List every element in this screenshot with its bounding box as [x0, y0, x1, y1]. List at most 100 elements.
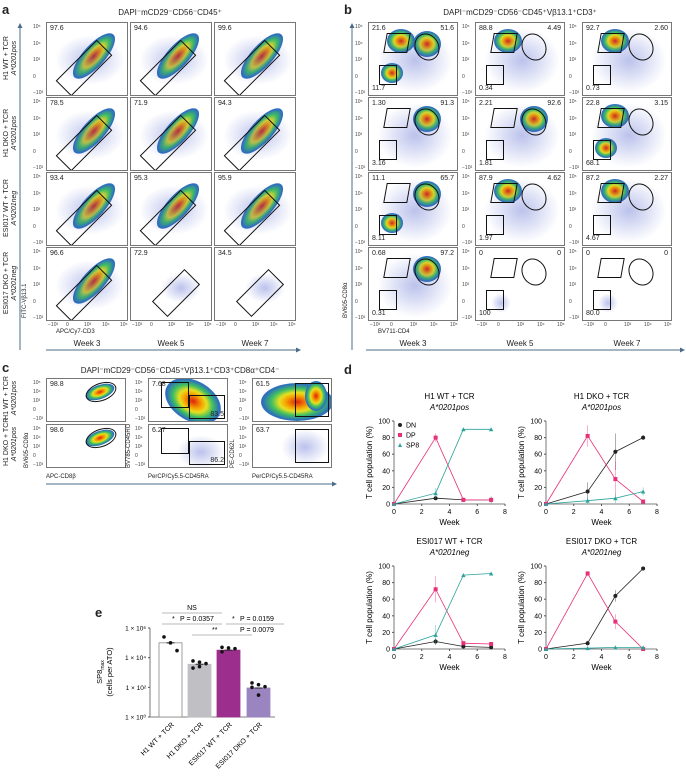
flow-plot: 2.21 92.6 1.81	[475, 97, 565, 171]
y-tick-label: 10⁵	[33, 380, 41, 386]
y-tick-label: 60	[382, 452, 390, 459]
y-tick-label: 10⁴	[569, 115, 577, 122]
y-tick-label: −10³	[239, 462, 250, 468]
x-tick-label: 10⁵	[557, 322, 565, 328]
bar	[246, 687, 271, 718]
y-tick-label: 40	[534, 468, 542, 475]
y-tick-label: 0	[386, 502, 390, 509]
gate-percentage: 95.3	[134, 175, 148, 182]
x-tick-label: 10⁵	[288, 322, 296, 328]
y-tick-label: 0	[239, 407, 242, 413]
x-tick-label: 0	[604, 322, 607, 328]
chart-title: ESI017 DKO + TCR	[566, 537, 637, 546]
x-axis-label: APC/Cy7-CD3	[56, 329, 95, 335]
x-tick-label: 0	[392, 509, 396, 516]
y-tick-label: 10⁵	[462, 24, 470, 30]
x-tick-label: −10³	[132, 322, 143, 328]
chart-title: H1 DKO + TCR	[574, 392, 629, 401]
x-tick-label: 0	[544, 509, 548, 516]
flow-plot: 96.6	[46, 247, 128, 321]
gate-percentage: 63.7	[256, 427, 270, 434]
flow-plot: 93.4	[46, 172, 128, 246]
dn-percentage: 4.67	[586, 235, 600, 242]
sp8-percentage: 0	[479, 250, 483, 257]
y-tick-label: −10³	[462, 240, 473, 246]
flow-plot: 95.3	[130, 172, 212, 246]
scatter-cloud	[223, 110, 293, 160]
x-tick-label: −10³	[370, 322, 381, 328]
gate-percentage: 61.5	[256, 381, 270, 388]
y-tick-label: −10³	[462, 90, 473, 96]
y-tick-label: 0	[355, 148, 358, 155]
y-tick-label: 80	[382, 435, 390, 442]
week-label: Week 5	[506, 339, 534, 348]
panel-label-d: d	[344, 362, 352, 377]
gate-percentage: 72.9	[134, 250, 148, 257]
series-line-DP	[545, 435, 644, 505]
y-tick-label: 10⁵	[462, 99, 470, 105]
x-tick-label: 4	[448, 509, 452, 516]
y-tick-label: 80	[534, 435, 542, 442]
y-tick-label: 60	[382, 597, 390, 604]
data-point	[233, 646, 237, 651]
x-tick-label: 10⁴	[270, 322, 278, 328]
scatter-cloud	[161, 273, 201, 303]
density-cluster	[413, 106, 441, 132]
gate-cd45ra	[189, 395, 225, 419]
data-point	[613, 619, 618, 624]
scatter-cloud	[55, 110, 125, 160]
gate-dn	[593, 215, 611, 235]
y-tick-label: 10⁵	[33, 249, 41, 255]
flow-plot: 1.30 91.3 3.16	[368, 97, 458, 171]
x-tick-label: −10³	[584, 322, 595, 328]
x-tick-label: 10⁵	[204, 322, 212, 328]
series-line-SP8	[545, 646, 644, 650]
scatter-cloud	[139, 110, 209, 160]
gate-dn	[486, 290, 504, 310]
scatter-cloud	[491, 293, 511, 313]
gate-dn	[593, 290, 611, 310]
y-tick-label: 10⁴	[355, 265, 363, 272]
flow-plot: 7.68 83.5	[148, 378, 228, 422]
y-tick-label: −10³	[239, 416, 250, 422]
sp8-percentage: 87.9	[479, 175, 493, 182]
data-point	[641, 566, 646, 571]
scatter-cloud	[377, 28, 453, 93]
y-tick-label: 0	[33, 148, 36, 155]
y-tick-label: −10³	[355, 240, 366, 246]
y-tick-label: 10⁵	[462, 174, 470, 180]
gate-dn	[379, 140, 397, 160]
flow-plot: 22.8 3.15 68.1	[582, 97, 672, 171]
y-tick-label: 10⁵	[33, 24, 41, 30]
gate-dn	[486, 65, 504, 85]
y-tick-label: 0	[538, 502, 542, 509]
legend-label: SP8	[406, 443, 419, 450]
sp8-percentage: 1.30	[372, 100, 386, 107]
scatter-cloud	[484, 178, 560, 243]
y-tick-label: 10⁵	[355, 99, 363, 105]
y-tick-label: −10³	[355, 315, 366, 321]
data-point	[256, 682, 261, 687]
y-tick-label: 100	[378, 419, 390, 426]
x-tick-label: 8	[503, 654, 507, 661]
sp8-percentage: 92.7	[586, 25, 600, 32]
scatter-cloud	[598, 293, 618, 313]
y-tick-label: −10³	[33, 165, 44, 171]
y-tick-label: 10³	[355, 282, 363, 288]
data-point	[191, 666, 195, 670]
data-point	[641, 499, 646, 504]
x-tick-label: 10³	[84, 322, 92, 328]
bar	[216, 649, 241, 718]
chart-subtitle: A*0201neg	[429, 548, 470, 557]
x-tick-label: 8	[503, 509, 507, 516]
flow-plot: 92.7 2.60 0.73	[582, 22, 672, 96]
dp-percentage: 4.62	[547, 175, 561, 182]
y-tick-label: 10³	[355, 207, 363, 213]
scatter-cloud	[55, 260, 125, 310]
x-tick-label: 8	[655, 509, 659, 516]
y-tick-label: 0	[135, 407, 138, 413]
x-tick-label: 10⁴	[644, 322, 652, 328]
y-tick-label: 10³	[462, 282, 470, 288]
x-tick-label: 4	[600, 509, 604, 516]
y-tick-label: 10³	[33, 132, 41, 138]
